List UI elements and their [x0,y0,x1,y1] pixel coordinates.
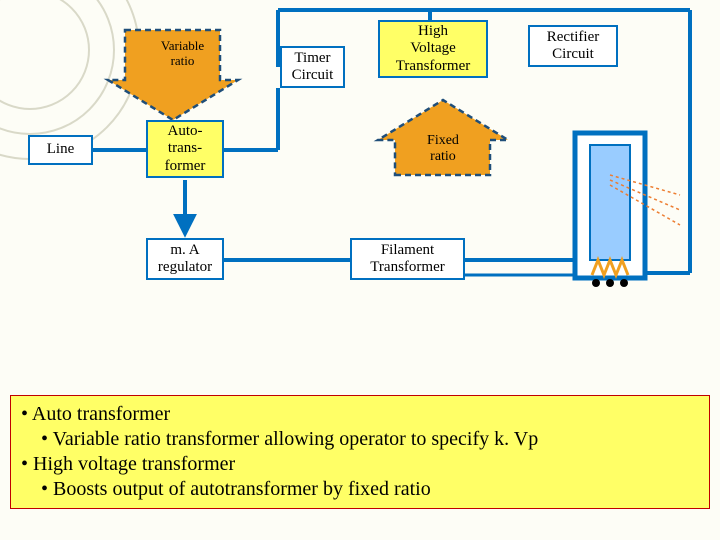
box-autotransformer: Auto- trans- former [146,120,224,178]
bullet-1: • Auto transformer [21,402,699,427]
box-hv-transformer: High Voltage Transformer [378,20,488,78]
box-filament-transformer: Filament Transformer [350,238,465,280]
box-fixed-ratio: Fixed ratio [408,130,478,168]
notes-box: • Auto transformer • Variable ratio tran… [10,395,710,509]
label-fixed-ratio: Fixed ratio [427,133,459,165]
label-timer: Timer Circuit [292,50,334,85]
box-ma-regulator: m. A regulator [146,238,224,280]
bullet-3: • High voltage transformer [21,452,699,477]
label-rectifier: Rectifier Circuit [547,29,599,64]
detector-tube [575,133,680,287]
label-ma: m. A regulator [158,242,212,277]
label-filament: Filament Transformer [370,242,444,277]
box-rectifier: Rectifier Circuit [528,25,618,67]
label-line: Line [47,141,75,158]
box-line: Line [28,135,93,165]
label-hv: High Voltage Transformer [396,23,470,75]
bullet-2: • Variable ratio transformer allowing op… [21,427,699,452]
box-variable-ratio: Variable ratio [145,35,220,73]
label-variable-ratio: Variable ratio [161,39,204,69]
box-timer: Timer Circuit [280,46,345,88]
bullet-4: • Boosts output of autotransformer by fi… [21,477,699,502]
label-auto: Auto- trans- former [165,123,206,175]
